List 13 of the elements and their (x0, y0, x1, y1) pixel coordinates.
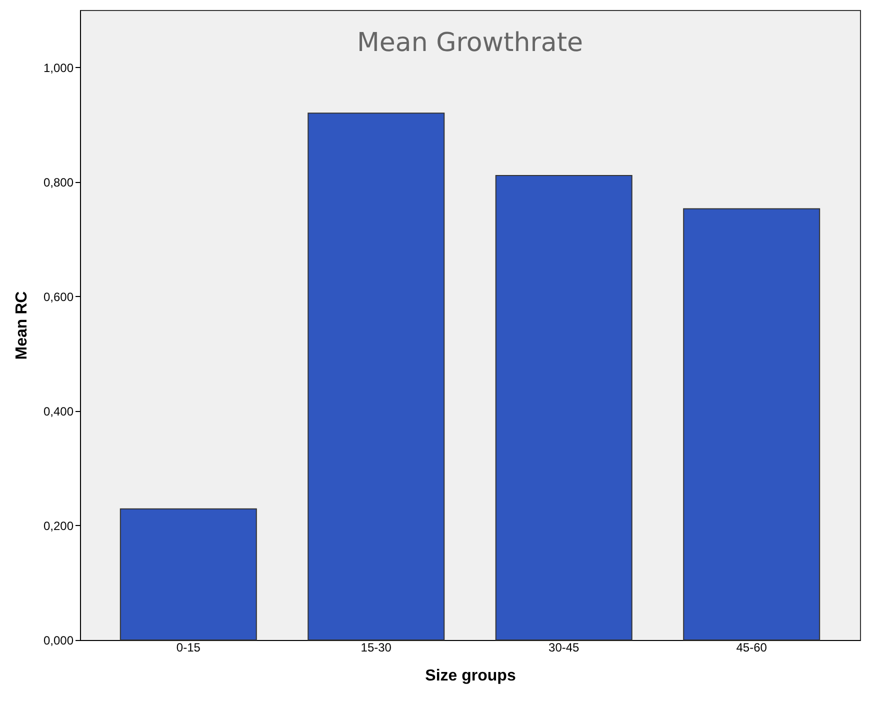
y-tick-label: 0,400 (43, 404, 74, 418)
y-tick-label: 0,200 (43, 518, 74, 533)
x-tick-label: 30-45 (548, 640, 580, 654)
y-tick-label: 0,600 (43, 290, 74, 304)
text: Mean Growthrate (356, 28, 584, 58)
y-tick-label: 0,800 (43, 175, 74, 190)
x-tick-label: 15-30 (360, 640, 392, 654)
y-tick-label: 0,000 (43, 634, 74, 648)
y-axis-title: Mean RC (13, 290, 30, 360)
x-tick-label: 0-15 (176, 640, 201, 654)
x-tick-label: 45-60 (736, 640, 768, 654)
y-tick-label: 1,000 (43, 60, 74, 75)
x-axis-title: Size groups (425, 668, 516, 684)
